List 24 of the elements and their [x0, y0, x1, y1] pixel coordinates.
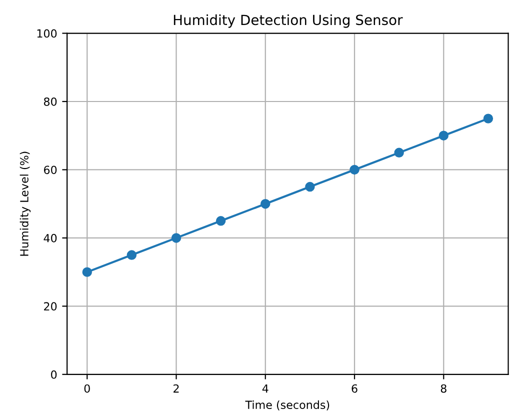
- y-tick-label: 20: [44, 302, 57, 311]
- y-tick-label: 60: [44, 166, 57, 174]
- point: [216, 216, 226, 226]
- point: [171, 233, 182, 243]
- x-tick-label: 6: [352, 384, 358, 393]
- x-tick-label: 8: [440, 384, 446, 393]
- point: [350, 164, 360, 175]
- y-tick-label: 80: [44, 97, 57, 106]
- x-tick-label: 0: [84, 384, 90, 393]
- point: [438, 130, 449, 140]
- chart-title: Humidity Detection Using Sensor: [174, 14, 403, 28]
- point: [305, 182, 315, 192]
- y-axis-title: Humidity Level (%): [20, 152, 31, 256]
- y-tick-label: 0: [51, 370, 57, 379]
- x-axis-title: Time (seconds): [245, 400, 330, 410]
- point: [483, 114, 494, 124]
- x-tick-label: 2: [174, 384, 179, 393]
- point: [126, 250, 137, 260]
- y-tick-label: 40: [44, 234, 57, 242]
- x-tick-label: 4: [262, 384, 268, 393]
- y-tick-label: 100: [37, 29, 57, 38]
- point: [394, 148, 404, 158]
- point: [260, 198, 270, 209]
- point: [82, 267, 92, 277]
